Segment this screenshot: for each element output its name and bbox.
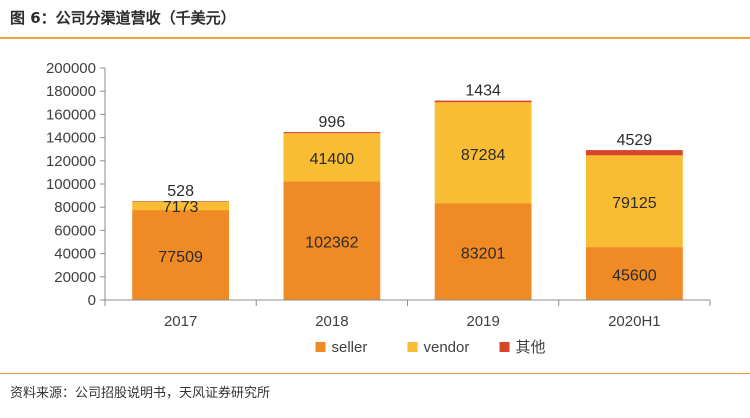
x-tick-label: 2017 (164, 313, 197, 330)
top-divider (0, 37, 750, 39)
legend-swatch (407, 342, 418, 352)
y-tick-label: 120000 (46, 153, 96, 170)
legend-label: 其他 (516, 339, 546, 356)
bar-segment-其他 (585, 150, 683, 156)
bar-segment-seller (434, 203, 532, 300)
data-label-其他: 1434 (465, 83, 501, 100)
bar-segment-seller (132, 210, 230, 300)
y-tick-label: 100000 (46, 176, 96, 193)
data-label-seller: 102362 (305, 235, 358, 252)
bar-segment-vendor (283, 133, 381, 182)
bar-segment-其他 (434, 100, 532, 103)
bottom-divider (0, 373, 750, 374)
data-label-seller: 77509 (158, 249, 203, 266)
y-axis: 0 20000 40000 60000 80000 100000 120000 140000 1… (46, 60, 106, 309)
bar-segment-vendor (132, 201, 230, 211)
bar-segment-seller (585, 247, 683, 300)
y-tick-label: 20000 (54, 269, 96, 286)
y-tick-label: 180000 (46, 83, 96, 100)
bar-segment-其他 (283, 132, 381, 134)
x-tick-label: 2019 (466, 313, 499, 330)
y-tick-label: 60000 (54, 222, 96, 239)
stacked-bar-chart: 0 20000 40000 60000 80000 100000 120000 140000 1… (46, 60, 711, 356)
data-label-vendor: 41400 (310, 151, 355, 168)
data-label-其他: 4529 (617, 132, 653, 149)
data-label-其他: 996 (319, 114, 346, 131)
bar-segment-seller (283, 181, 381, 300)
legend-swatch (315, 342, 326, 352)
legend-label: vendor (424, 339, 470, 356)
data-label-seller: 45600 (612, 268, 657, 285)
chart-legend: seller vendor 其他 (315, 339, 546, 356)
source-note: 资料来源：公司招股说明书，天风证券研究所 (10, 386, 271, 401)
x-tick-label: 2018 (315, 313, 348, 330)
legend-label: seller (332, 339, 368, 356)
y-tick-label: 200000 (46, 60, 96, 77)
data-label-vendor: 7173 (163, 199, 199, 216)
y-tick-label: 40000 (54, 246, 96, 263)
legend-swatch (499, 342, 510, 352)
bar-segment-vendor (434, 102, 532, 204)
page-title: 图 6：公司分渠道营收（千美元） (10, 9, 236, 27)
y-tick-label: 0 (88, 292, 96, 309)
data-label-vendor: 79125 (612, 195, 657, 212)
y-tick-label: 160000 (46, 106, 96, 123)
data-label-其他: 528 (167, 183, 194, 200)
x-axis: 2017 2018 2019 2020H1 (104, 299, 711, 330)
data-label-vendor: 87284 (461, 147, 506, 164)
bar-segment-其他 (132, 201, 230, 202)
y-tick-label: 140000 (46, 130, 96, 147)
data-label-seller: 83201 (461, 246, 506, 263)
y-tick-label: 80000 (54, 199, 96, 216)
bar-segment-vendor (585, 155, 683, 248)
x-tick-label: 2020H1 (608, 313, 661, 330)
